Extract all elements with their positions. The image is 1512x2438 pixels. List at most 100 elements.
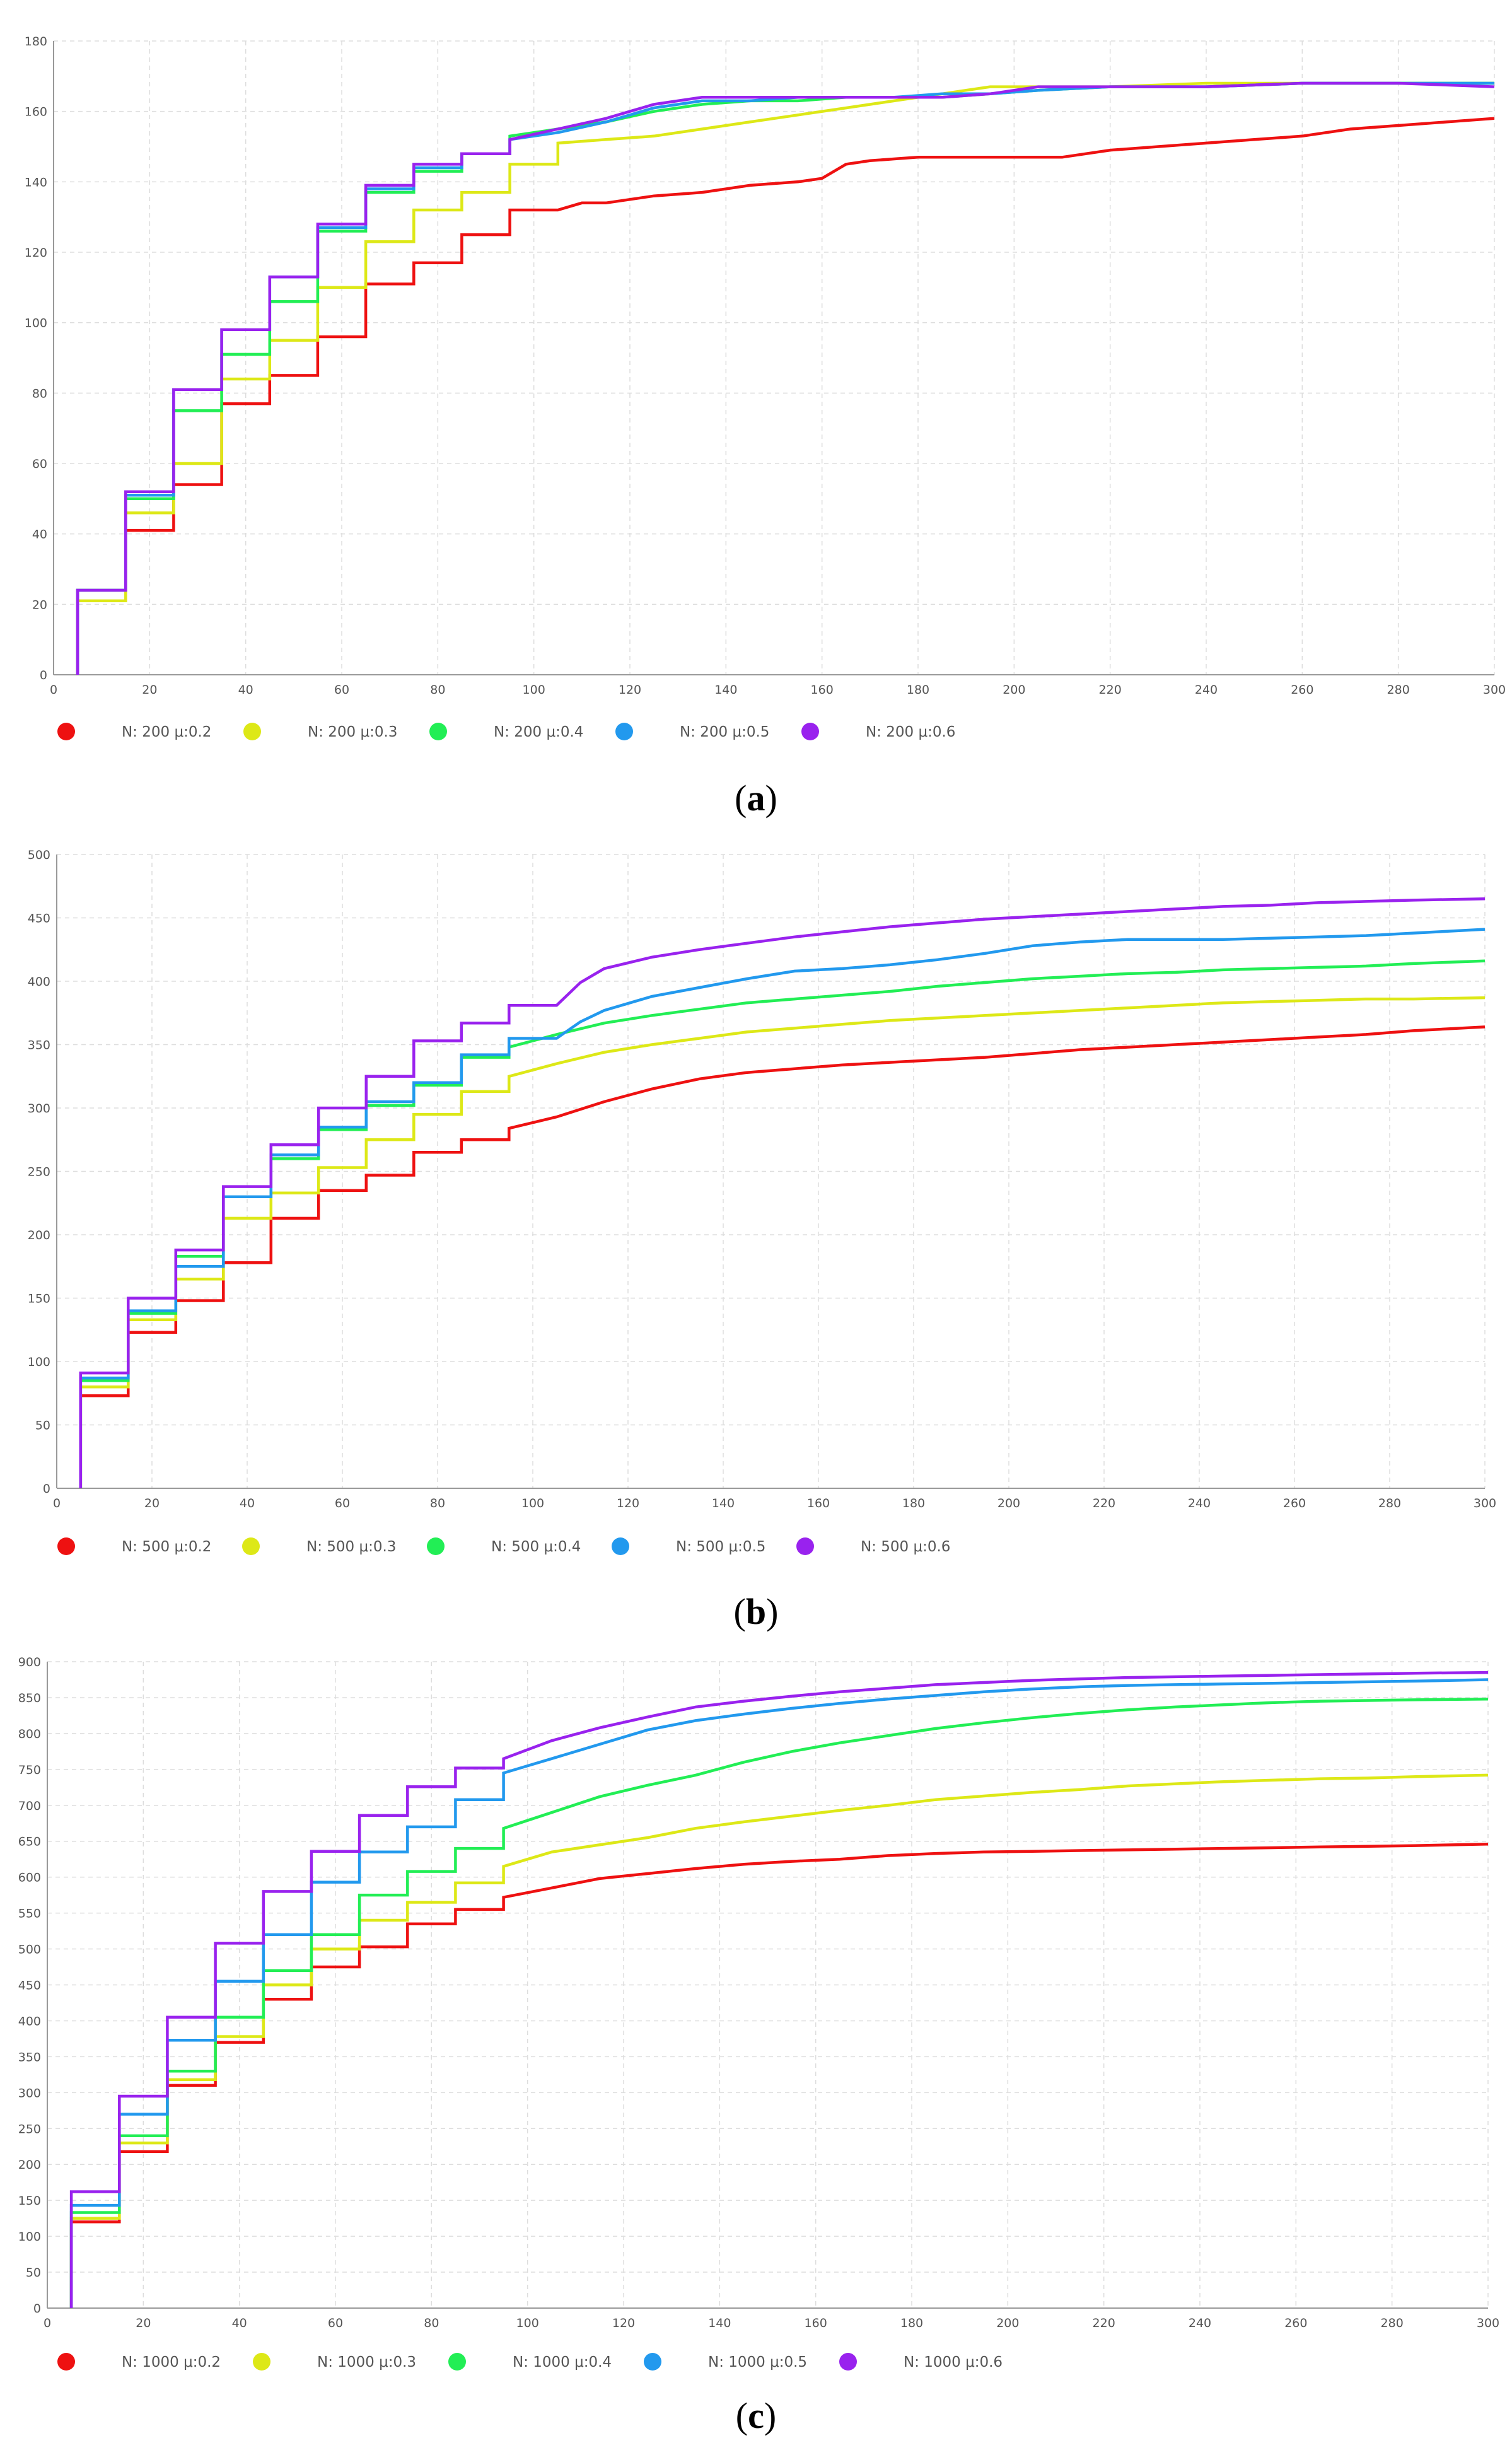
chart-c-legend-swatch [253, 2353, 270, 2371]
chart-a-legend-swatch [615, 723, 633, 740]
chart-a-xtick-label: 20 [142, 683, 157, 697]
chart-c-series-line [69, 1773, 1489, 2308]
chart-a-legend-label: N: 200 μ:0.4 [494, 724, 583, 740]
chart-b-xtick-label: 240 [1188, 1496, 1211, 1510]
chart-b-ytick-label: 300 [28, 1102, 50, 1116]
chart-c-ytick-label: 50 [26, 2266, 41, 2280]
chart-c-ytick-label: 900 [18, 1655, 41, 1669]
chart-c-xtick-label: 120 [612, 2316, 635, 2330]
chart-c-xtick-label: 220 [1093, 2316, 1115, 2330]
chart-c-xtick-label: 140 [708, 2316, 731, 2330]
chart-b-legend-swatch [612, 1537, 629, 1555]
chart-a-legend-swatch [243, 723, 261, 740]
chart-b-ytick-label: 350 [28, 1039, 50, 1053]
chart-c-legend-label: N: 1000 μ:0.2 [122, 2354, 221, 2371]
chart-b-ytick-label: 200 [28, 1228, 50, 1242]
chart-b-legend-swatch [427, 1537, 445, 1555]
chart-c-xtick-label: 60 [328, 2316, 343, 2330]
chart-a-xtick-label: 240 [1195, 683, 1218, 697]
chart-a-legend-label: N: 200 μ:0.3 [308, 724, 397, 740]
chart-b-legend-swatch [242, 1537, 260, 1555]
chart-panel-a: 0 20 40 60 80 100 120 140 160 180 200 220 240 260 280 3… [25, 35, 1506, 819]
chart-c-ytick-label: 800 [18, 1727, 41, 1741]
chart-b-xtick-label: 180 [902, 1496, 925, 1510]
chart-a-legend-swatch [801, 723, 819, 740]
chart-a-xtick-label: 60 [334, 683, 349, 697]
chart-c-xtick-label: 100 [516, 2316, 539, 2330]
chart-c-legend-swatch [448, 2353, 466, 2371]
chart-c-ytick-label: 350 [18, 2050, 41, 2064]
chart-c-series-line [69, 1697, 1489, 2308]
chart-c-legend-label: N: 1000 μ:0.5 [708, 2354, 807, 2371]
chart-b-series-line [79, 1025, 1486, 1488]
chart-c-series-line [69, 1843, 1489, 2308]
chart-a-xtick-label: 160 [811, 683, 834, 697]
chart-c-ytick-label: 100 [18, 2230, 41, 2244]
chart-b-xtick-label: 160 [807, 1496, 830, 1510]
chart-a-xtick-label: 180 [907, 683, 929, 697]
chart-a-ytick-label: 20 [32, 598, 47, 612]
chart-c-xtick-label: 40 [232, 2316, 247, 2330]
chart-a-series-line [76, 117, 1495, 675]
chart-c-ytick-label: 300 [18, 2086, 41, 2100]
chart-c-legend-swatch [57, 2353, 75, 2371]
chart-b-legend-label: N: 500 μ:0.3 [306, 1539, 396, 1555]
chart-b-ytick-label: 500 [28, 848, 50, 862]
chart-a-ytick-label: 80 [32, 387, 47, 400]
chart-b-xtick-label: 300 [1474, 1496, 1496, 1510]
chart-c-xtick-label: 300 [1477, 2316, 1499, 2330]
chart-panel-b: 0 20 40 60 80 100 120 140 160 180 200 220 240 260 280 3… [28, 848, 1496, 1632]
chart-c-xtick-label: 260 [1284, 2316, 1307, 2330]
chart-a-series-line [76, 81, 1494, 675]
chart-b-legend-label: N: 500 μ:0.2 [122, 1539, 211, 1555]
chart-b-ytick-label: 50 [35, 1419, 50, 1433]
chart-b-xtick-label: 120 [617, 1496, 639, 1510]
chart-a-xtick-label: 40 [238, 683, 253, 697]
chart-b-ytick-label: 0 [43, 1482, 50, 1496]
chart-a-ytick-label: 60 [32, 457, 47, 471]
chart-b-xtick-label: 60 [335, 1496, 350, 1510]
chart-b-xtick-label: 20 [144, 1496, 160, 1510]
chart-b-xtick-label: 280 [1378, 1496, 1401, 1510]
chart-b-ytick-label: 150 [28, 1292, 50, 1306]
chart-a-xtick-label: 200 [1003, 683, 1025, 697]
chart-a-xtick-label: 280 [1387, 683, 1410, 697]
chart-c-ytick-label: 750 [18, 1763, 41, 1777]
chart-b-legend-swatch [57, 1537, 75, 1555]
chart-c-xtick-label: 240 [1189, 2316, 1211, 2330]
chart-c-legend-label: N: 1000 μ:0.6 [904, 2354, 1003, 2371]
chart-b-xtick-label: 260 [1283, 1496, 1306, 1510]
chart-b-xtick-label: 80 [430, 1496, 445, 1510]
chart-a-ytick-label: 40 [32, 528, 47, 542]
chart-a-ytick-label: 100 [25, 317, 47, 330]
chart-c-ytick-label: 150 [18, 2194, 41, 2208]
chart-c-xtick-label: 160 [805, 2316, 827, 2330]
chart-a-xtick-label: 300 [1483, 683, 1506, 697]
chart-b-ytick-label: 100 [28, 1355, 50, 1369]
chart-a-xtick-label: 80 [430, 683, 445, 697]
chart-b-series-line [79, 996, 1486, 1488]
chart-b-xtick-label: 220 [1093, 1496, 1115, 1510]
chart-b-legend-label: N: 500 μ:0.6 [861, 1539, 950, 1555]
chart-c-ytick-label: 0 [33, 2302, 41, 2316]
chart-c-series-line [69, 1671, 1489, 2308]
chart-c-legend-swatch [839, 2353, 857, 2371]
chart-a-legend-label: N: 200 μ:0.5 [680, 724, 769, 740]
chart-c-ytick-label: 400 [18, 2014, 41, 2028]
chart-c-ytick-label: 550 [18, 1907, 41, 1921]
chart-a-legend-swatch [57, 723, 75, 740]
chart-a-xtick-label: 140 [714, 683, 737, 697]
chart-b-xtick-label: 0 [53, 1496, 61, 1510]
chart-c-caption: (c) [736, 2395, 776, 2436]
chart-a-ytick-label: 180 [25, 35, 47, 49]
chart-c-legend-label: N: 1000 μ:0.3 [317, 2354, 416, 2371]
chart-a-caption: (a) [735, 778, 777, 819]
chart-a-xtick-label: 120 [619, 683, 641, 697]
chart-a-legend-label: N: 200 μ:0.2 [122, 724, 211, 740]
chart-b-ytick-label: 400 [28, 975, 50, 989]
chart-a-ytick-label: 120 [25, 246, 47, 260]
chart-c-xtick-label: 180 [900, 2316, 923, 2330]
chart-b-ytick-label: 450 [28, 912, 50, 926]
chart-b-ytick-label: 250 [28, 1165, 50, 1179]
chart-c-ytick-label: 450 [18, 1979, 41, 1993]
